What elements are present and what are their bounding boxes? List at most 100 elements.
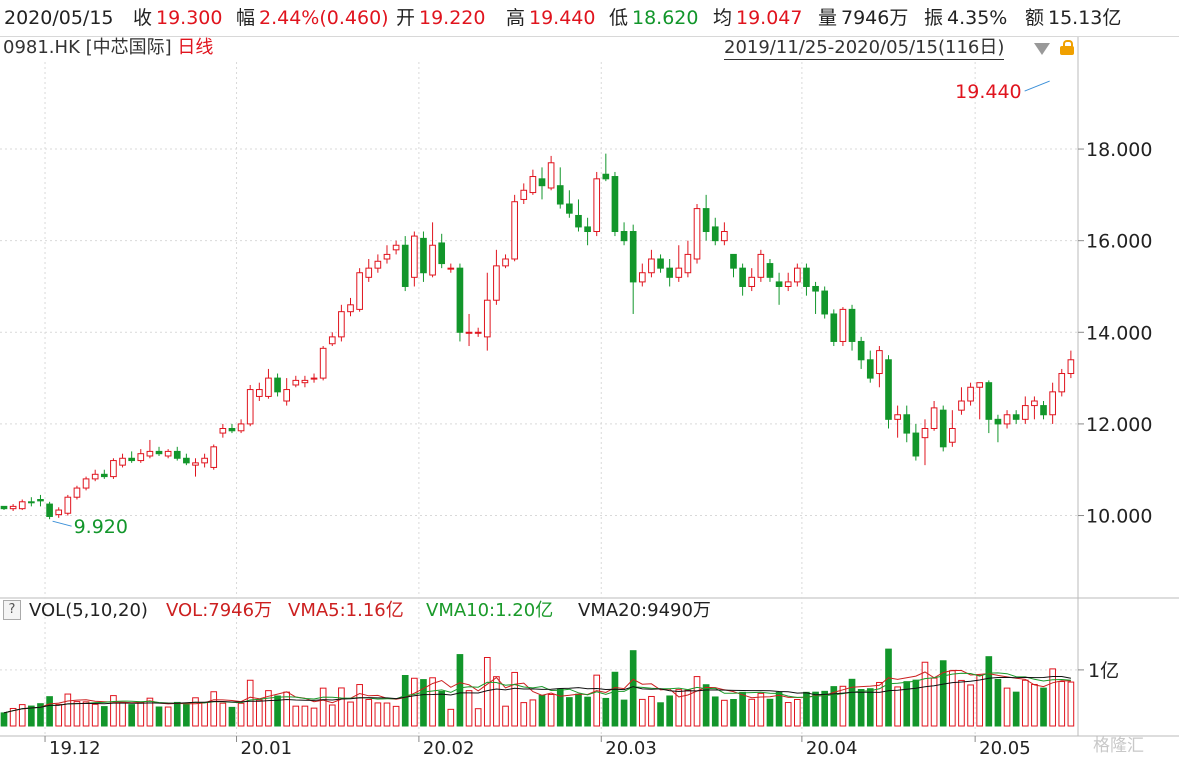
volume-bar	[246, 679, 254, 727]
candle-body	[967, 386, 974, 402]
candle-body	[73, 487, 81, 498]
candle-body	[958, 400, 965, 411]
symbol-name: [中芯国际]	[85, 37, 172, 58]
volume-bar	[538, 694, 546, 727]
candle-body	[420, 237, 427, 274]
volume-bar	[1067, 681, 1075, 727]
vma10-line	[3, 672, 1071, 714]
volume-bar	[602, 697, 610, 727]
vma5-value: VMA5:1.16亿	[288, 600, 404, 621]
volume-bar	[894, 686, 901, 727]
amplitude-label: 振	[924, 7, 944, 29]
volume-bar	[848, 678, 856, 727]
volume-label: 量	[818, 7, 838, 29]
volume-bar	[793, 699, 801, 727]
candle-body	[28, 501, 35, 504]
candle-body	[310, 377, 318, 380]
candle-body	[912, 432, 920, 457]
candle-body	[338, 311, 345, 338]
volume-bar	[28, 705, 35, 727]
price-tick-label: 10.000	[1086, 506, 1152, 528]
candle-body	[328, 336, 336, 345]
volume-bar	[192, 697, 199, 727]
candle-body	[575, 214, 582, 228]
date-range[interactable]: 2019/11/25-2020/05/15(116日)	[724, 37, 1005, 60]
candle-body	[411, 235, 418, 278]
candle-body	[821, 290, 829, 315]
volume-bar	[566, 697, 573, 727]
volume-bar	[748, 698, 756, 727]
candle-body	[556, 185, 564, 205]
volume-bar	[274, 695, 281, 727]
volume-bar	[775, 691, 783, 727]
candle-body	[730, 253, 737, 269]
candle-body	[502, 258, 509, 267]
vma5-line	[3, 669, 1071, 714]
volume-bar	[493, 676, 500, 727]
price-tick-label: 16.000	[1086, 231, 1152, 253]
volume-bar	[1058, 681, 1066, 727]
volume-bar	[903, 681, 911, 727]
candle-body	[839, 308, 847, 342]
volume-bar	[91, 703, 99, 727]
candle-body	[611, 176, 619, 233]
candle-body	[146, 450, 154, 457]
candle-body	[675, 267, 683, 278]
watermark: 格隆汇	[1093, 736, 1144, 756]
candle-body	[429, 244, 436, 276]
vma20-line	[3, 676, 1071, 714]
volume-bar	[648, 695, 655, 727]
change-value: 2.44%(0.460)	[259, 7, 389, 29]
candle-body	[1067, 359, 1075, 375]
volume-bar	[228, 706, 236, 727]
candle-body	[784, 281, 792, 287]
candle-body	[894, 414, 901, 420]
candle-body	[383, 253, 391, 260]
volume-bar	[64, 693, 72, 727]
candle-body	[666, 267, 673, 278]
volume-bar	[1003, 687, 1011, 727]
vma20-value: VMA20:9490万	[578, 600, 711, 621]
close-value: 19.300	[156, 7, 223, 29]
period-selector[interactable]: 日线	[177, 37, 214, 58]
volume-bar	[721, 699, 728, 727]
candle-body	[456, 267, 464, 333]
volume-bar	[128, 704, 135, 727]
candle-body	[82, 478, 90, 489]
volume-bar	[110, 695, 117, 727]
volume-bar	[684, 689, 692, 727]
volume-bar	[730, 699, 737, 727]
candle-body	[155, 450, 163, 455]
dropdown-triangle-icon[interactable]	[1034, 43, 1050, 55]
volume-bar	[711, 696, 719, 727]
candle-body	[684, 253, 692, 274]
candle-body	[173, 450, 181, 459]
volume-bar	[119, 701, 126, 727]
volume-bar	[146, 697, 154, 727]
candle-body	[803, 267, 810, 287]
help-icon[interactable]: ?	[3, 600, 21, 620]
candle-body	[210, 446, 218, 468]
candle-body	[748, 276, 756, 287]
candle-body	[638, 272, 646, 283]
candle-body	[793, 267, 801, 283]
volume-bar	[328, 704, 336, 727]
volume-bar	[183, 704, 190, 727]
volume-bar	[693, 676, 701, 727]
volume-bar	[611, 671, 619, 727]
price-tick-label: 18.000	[1086, 139, 1152, 161]
candle-body	[721, 231, 728, 242]
amount-value: 15.13亿	[1048, 7, 1122, 29]
candle-body	[903, 414, 911, 434]
symbol-bar: 0981.HK [中芯国际] 日线 2019/11/25-2020/05/15(…	[0, 37, 1179, 61]
close-label: 收	[133, 7, 153, 29]
volume-bar	[429, 677, 436, 727]
lock-icon[interactable]	[1060, 40, 1074, 55]
volume-bar	[502, 705, 509, 727]
volume-bar	[547, 694, 555, 727]
time-tick-label: 20.05	[979, 738, 1031, 759]
volume-bar	[383, 702, 391, 727]
candle-body	[1049, 391, 1056, 416]
candle-body	[547, 162, 555, 189]
min-pointer	[52, 520, 72, 527]
